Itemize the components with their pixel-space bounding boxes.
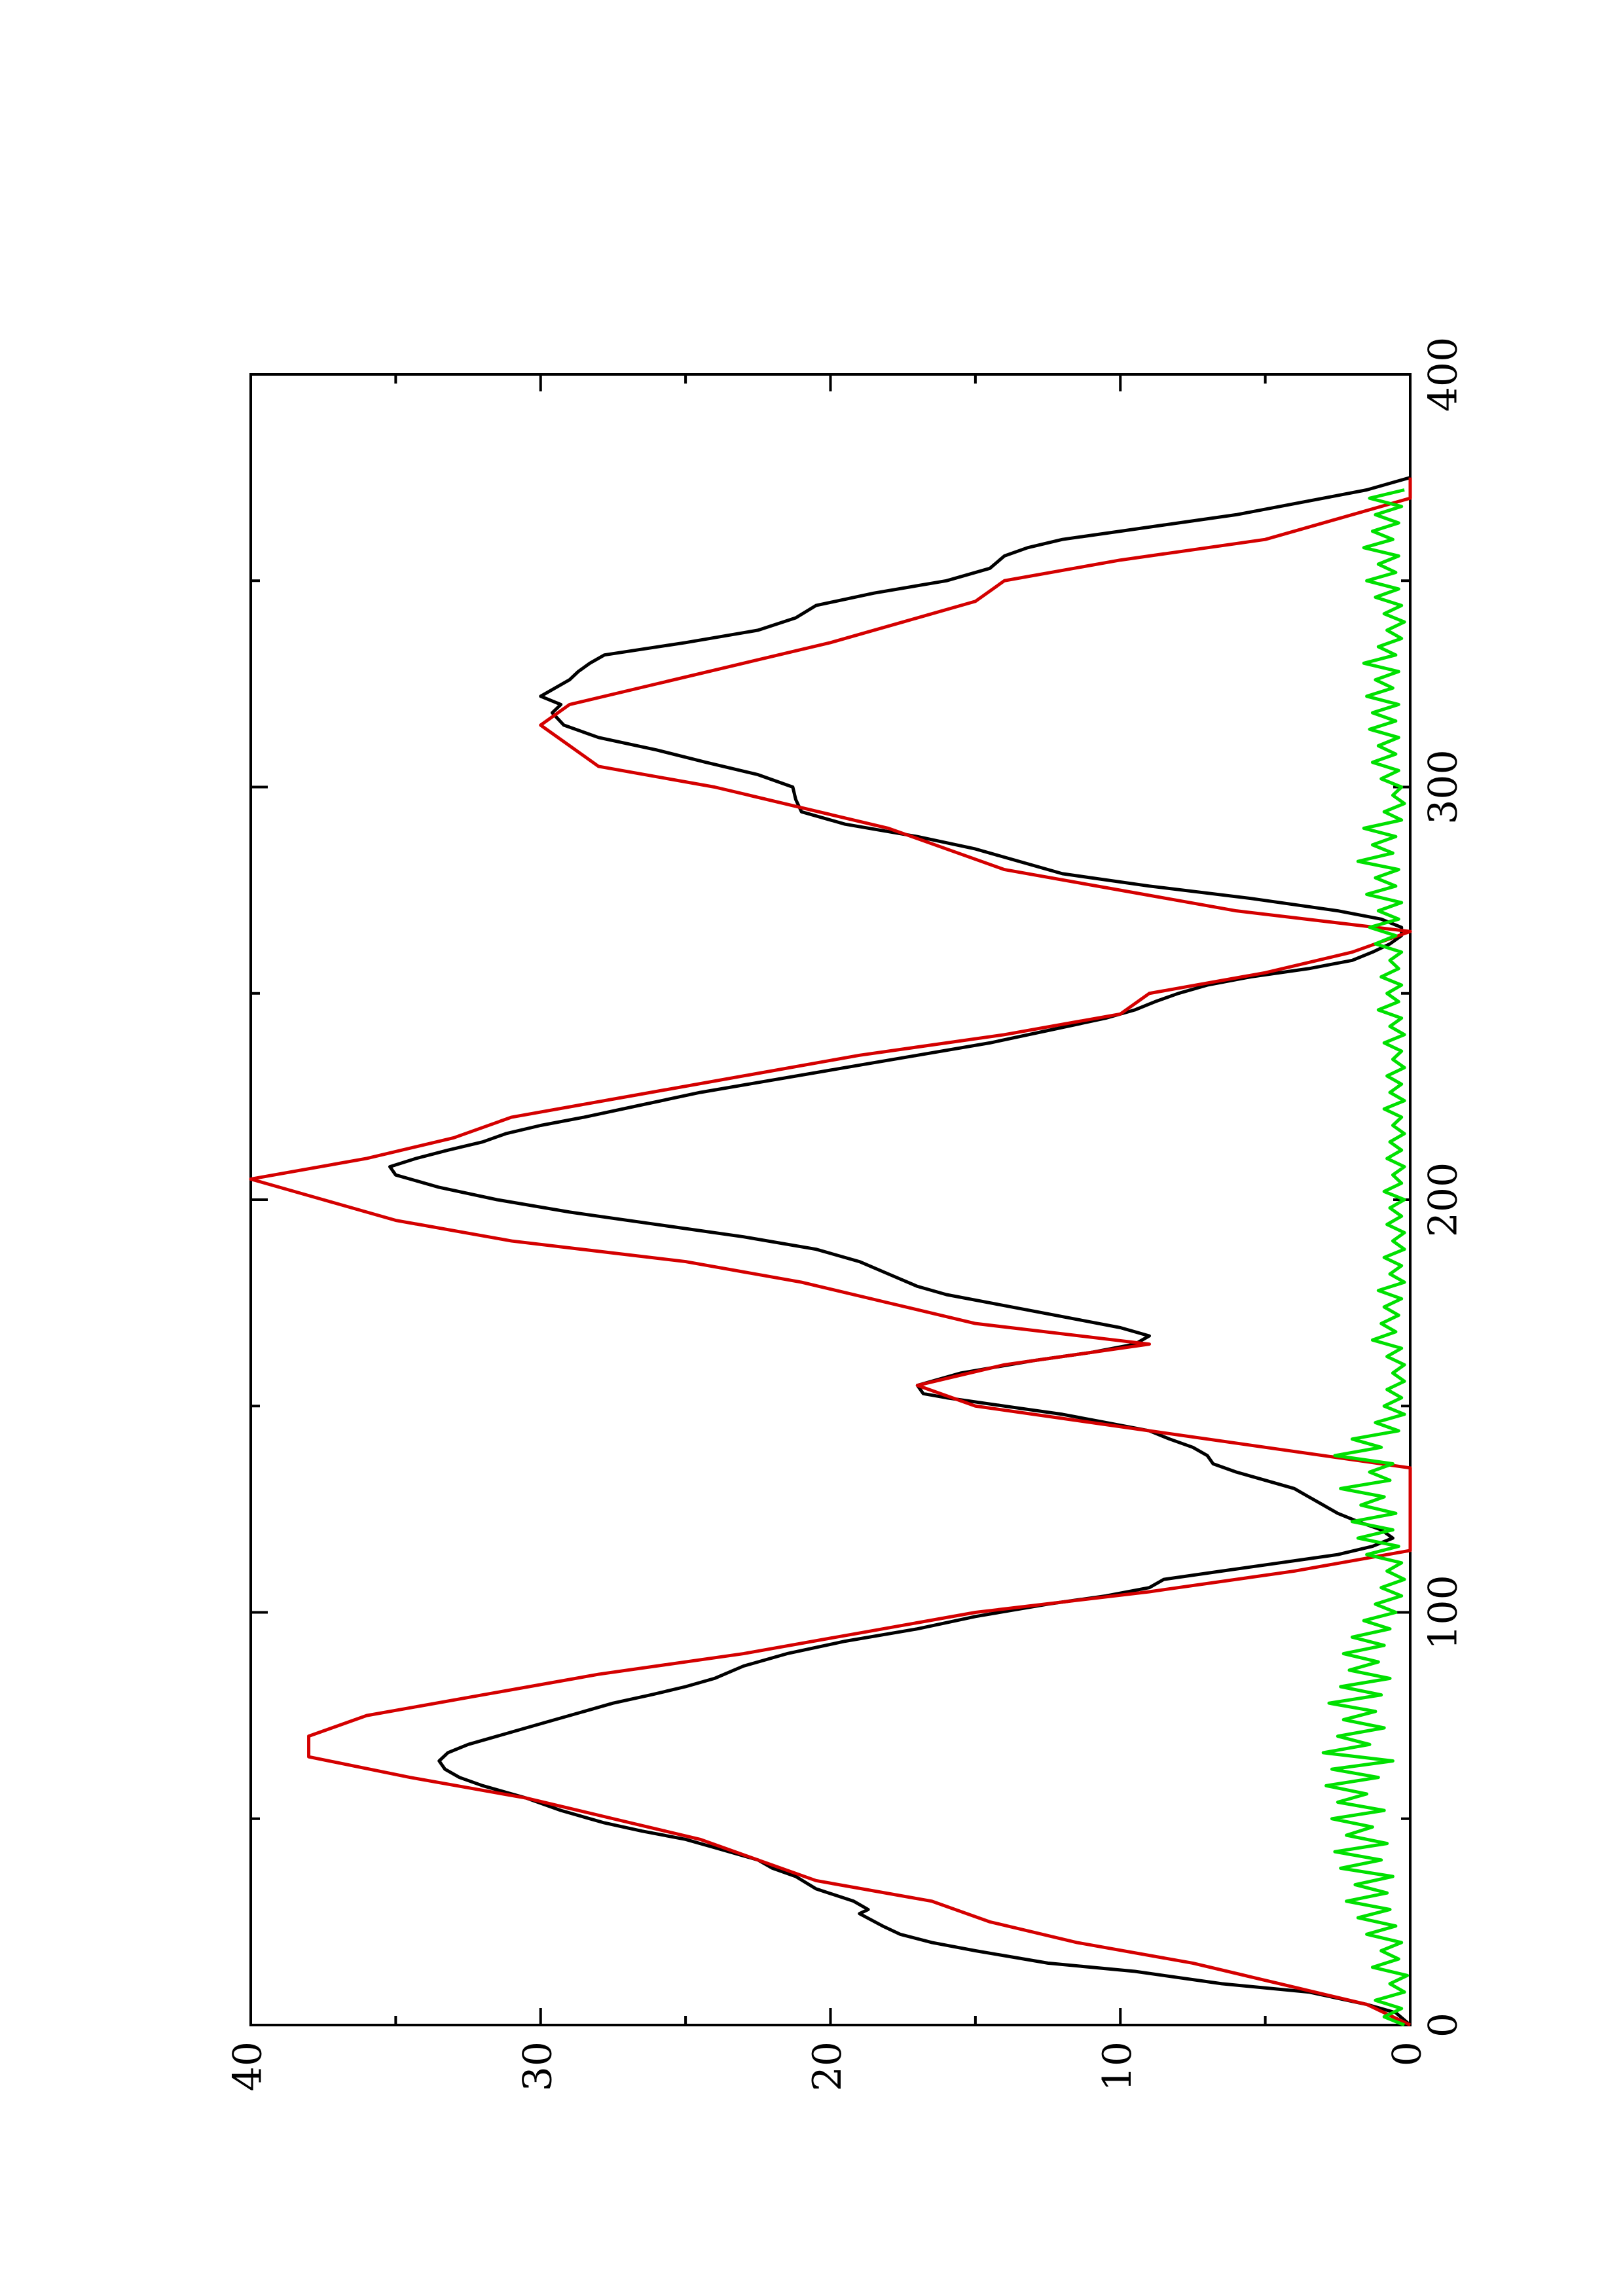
y-tick-label: 10 bbox=[1095, 2041, 1140, 2091]
y-tick-label: 20 bbox=[805, 2041, 850, 2091]
y-tick-label: 0 bbox=[1385, 2041, 1431, 2066]
y-tick-label: 30 bbox=[515, 2041, 560, 2091]
x-tick-label: 200 bbox=[1421, 1162, 1467, 1238]
series-line-0 bbox=[388, 476, 1412, 2026]
y-tick-label: 40 bbox=[225, 2041, 271, 2091]
tick-labels: 0 100 200 300 400 0 10 20 30 40 bbox=[225, 337, 1467, 2092]
series-layer bbox=[249, 476, 1412, 2027]
x-tick-label: 400 bbox=[1421, 337, 1467, 412]
x-tick-label: 300 bbox=[1421, 749, 1467, 825]
series-line-2 bbox=[1321, 488, 1410, 2027]
x-tick-label: 0 bbox=[1421, 2013, 1467, 2037]
tick-marks bbox=[249, 373, 1412, 2026]
series-line-1 bbox=[249, 477, 1412, 2027]
plot-frame bbox=[249, 373, 1412, 2026]
x-tick-label: 100 bbox=[1421, 1575, 1467, 1650]
